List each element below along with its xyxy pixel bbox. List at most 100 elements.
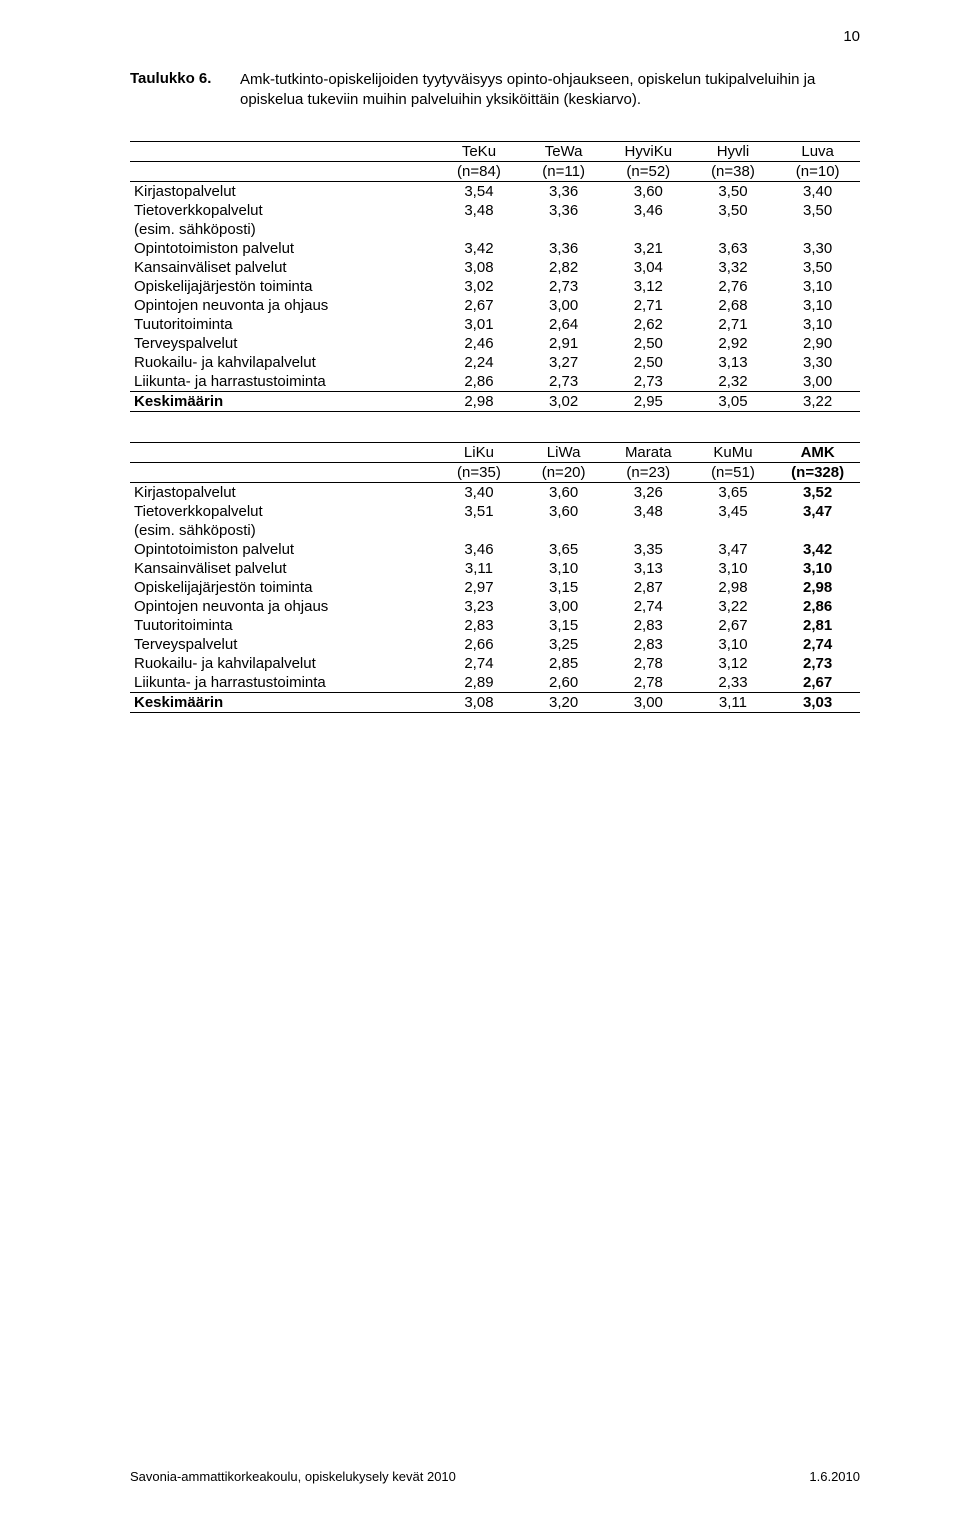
cell-value: 3,04: [606, 258, 691, 277]
cell-value: 2,73: [521, 277, 606, 296]
table-row: Kirjastopalvelut3,543,363,603,503,40: [130, 181, 860, 201]
table-row: Opintotoimiston palvelut3,463,653,353,47…: [130, 540, 860, 559]
column-subheader: (n=52): [606, 161, 691, 181]
cell-value: 2,73: [521, 372, 606, 392]
cell-value: 3,36: [521, 201, 606, 220]
table-row: (esim. sähköposti): [130, 521, 860, 540]
row-label: Tuutoritoiminta: [130, 315, 437, 334]
cell-value: 2,71: [691, 315, 776, 334]
cell-value: 2,60: [521, 673, 606, 693]
cell-value: 3,50: [775, 258, 860, 277]
cell-value: 3,65: [521, 540, 606, 559]
cell-value: 2,74: [606, 597, 691, 616]
cell-value: 3,42: [437, 239, 522, 258]
cell-value: [521, 220, 606, 239]
cell-value: 3,48: [437, 201, 522, 220]
table-row: Tietoverkkopalvelut3,483,363,463,503,50: [130, 201, 860, 220]
cell-value: 2,64: [521, 315, 606, 334]
summary-label: Keskimäärin: [130, 391, 437, 411]
cell-value: 2,85: [521, 654, 606, 673]
cell-value: [521, 521, 606, 540]
cell-value: 2,92: [691, 334, 776, 353]
column-subheader: (n=38): [691, 161, 776, 181]
cell-value: 2,78: [606, 673, 691, 693]
cell-value: 2,68: [691, 296, 776, 315]
cell-value: 3,27: [521, 353, 606, 372]
table-heading: Taulukko 6. Amk-tutkinto-opiskelijoiden …: [130, 70, 860, 111]
cell-value: 2,74: [437, 654, 522, 673]
column-header: [130, 442, 437, 462]
cell-value: 3,30: [775, 239, 860, 258]
row-label: Tietoverkkopalvelut: [130, 201, 437, 220]
cell-value: 3,46: [437, 540, 522, 559]
table-row: Ruokailu- ja kahvilapalvelut2,243,272,50…: [130, 353, 860, 372]
cell-value: 3,13: [691, 353, 776, 372]
table-row: Liikunta- ja harrastustoiminta2,892,602,…: [130, 673, 860, 693]
cell-value: 3,65: [691, 482, 776, 502]
table-row: Opintojen neuvonta ja ohjaus2,673,002,71…: [130, 296, 860, 315]
column-subheader: (n=328): [775, 462, 860, 482]
cell-value: 3,00: [521, 597, 606, 616]
cell-value: 3,21: [606, 239, 691, 258]
row-label: Liikunta- ja harrastustoiminta: [130, 372, 437, 392]
data-table: TeKuTeWaHyviKuHyvliLuva(n=84)(n=11)(n=52…: [130, 141, 860, 412]
column-header: HyviKu: [606, 141, 691, 161]
cell-value: 2,83: [606, 635, 691, 654]
cell-value: 3,10: [775, 315, 860, 334]
cell-value: 2,91: [521, 334, 606, 353]
cell-value: 2,67: [437, 296, 522, 315]
row-label: Opintotoimiston palvelut: [130, 239, 437, 258]
cell-value: 3,13: [606, 559, 691, 578]
cell-value: 3,60: [521, 502, 606, 521]
cell-value: 3,60: [606, 181, 691, 201]
column-header: Marata: [606, 442, 691, 462]
page-number: 10: [843, 28, 860, 45]
cell-value: 3,45: [691, 502, 776, 521]
cell-value: 2,73: [606, 372, 691, 392]
column-subheader: (n=10): [775, 161, 860, 181]
cell-value: 2,24: [437, 353, 522, 372]
table-row: Kirjastopalvelut3,403,603,263,653,52: [130, 482, 860, 502]
cell-value: 3,01: [437, 315, 522, 334]
column-subheader: (n=23): [606, 462, 691, 482]
column-header: LiWa: [521, 442, 606, 462]
row-label: Opiskelijajärjestön toiminta: [130, 578, 437, 597]
summary-value: 3,03: [775, 692, 860, 712]
cell-value: 2,71: [606, 296, 691, 315]
column-header: AMK: [775, 442, 860, 462]
cell-value: 3,48: [606, 502, 691, 521]
row-label: Kansainväliset palvelut: [130, 258, 437, 277]
cell-value: 2,33: [691, 673, 776, 693]
cell-value: [437, 521, 522, 540]
column-header: LiKu: [437, 442, 522, 462]
cell-value: 3,12: [691, 654, 776, 673]
summary-label: Keskimäärin: [130, 692, 437, 712]
row-label: Ruokailu- ja kahvilapalvelut: [130, 654, 437, 673]
row-label: Kirjastopalvelut: [130, 181, 437, 201]
cell-value: 2,90: [775, 334, 860, 353]
cell-value: 3,00: [775, 372, 860, 392]
column-subheader: [130, 462, 437, 482]
cell-value: 3,52: [775, 482, 860, 502]
summary-row: Keskimäärin2,983,022,953,053,22: [130, 391, 860, 411]
table-row: Tietoverkkopalvelut3,513,603,483,453,47: [130, 502, 860, 521]
summary-value: 2,98: [437, 391, 522, 411]
cell-value: 2,86: [775, 597, 860, 616]
data-table: LiKuLiWaMarataKuMuAMK(n=35)(n=20)(n=23)(…: [130, 442, 860, 713]
table-row: Opintojen neuvonta ja ohjaus3,233,002,74…: [130, 597, 860, 616]
summary-value: 3,02: [521, 391, 606, 411]
cell-value: 2,89: [437, 673, 522, 693]
cell-value: 3,32: [691, 258, 776, 277]
cell-value: 3,10: [691, 635, 776, 654]
cell-value: 2,46: [437, 334, 522, 353]
column-header: Hyvli: [691, 141, 776, 161]
cell-value: 3,30: [775, 353, 860, 372]
cell-value: 2,32: [691, 372, 776, 392]
row-label: Kirjastopalvelut: [130, 482, 437, 502]
column-header: Luva: [775, 141, 860, 161]
cell-value: 3,00: [521, 296, 606, 315]
row-label: (esim. sähköposti): [130, 220, 437, 239]
table-row: Liikunta- ja harrastustoiminta2,862,732,…: [130, 372, 860, 392]
cell-value: 3,26: [606, 482, 691, 502]
row-label: Liikunta- ja harrastustoiminta: [130, 673, 437, 693]
